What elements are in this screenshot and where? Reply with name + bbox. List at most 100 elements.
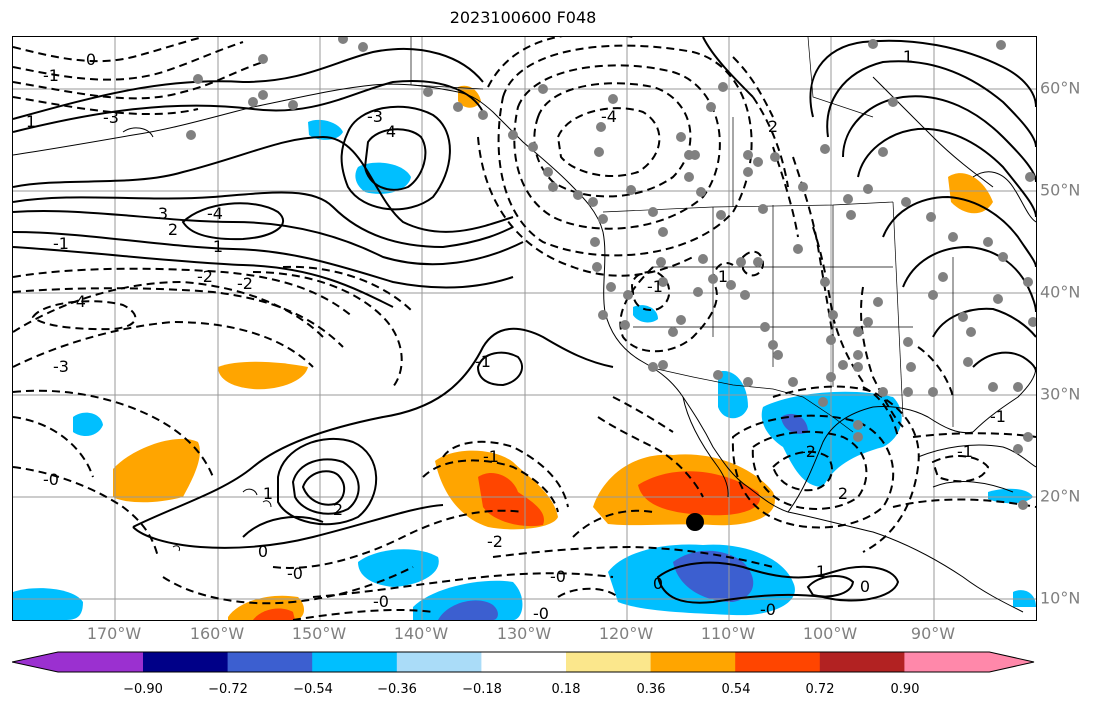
lon-tick-label: 130°W: [496, 624, 552, 643]
contour-label: -1: [990, 407, 1006, 426]
colorbar-tick-label: 0.72: [805, 682, 835, 697]
contour-label: -1: [43, 66, 59, 85]
lat-tick-label: 40°N: [1040, 282, 1081, 302]
colorbar-tick-label: −0.18: [462, 682, 502, 697]
contour-label: -4: [207, 204, 223, 223]
lon-tick-label: 170°W: [86, 624, 142, 643]
contour-label: 1: [263, 484, 273, 503]
contour-label: -1: [483, 447, 499, 466]
lat-tick-label: 60°N: [1040, 78, 1081, 98]
contour-labels: -1 0 1 -3 4 -3 -4 3 -4 2 1 -1 -2 -2 -4 -…: [26, 47, 1006, 620]
contour-label: 1: [903, 47, 913, 66]
contour-label: -1: [53, 234, 69, 253]
colorbar-tick-label: −0.90: [123, 682, 163, 697]
contour-label: -4: [70, 292, 86, 311]
contour-label: -0: [287, 564, 303, 583]
lon-tick-label: 90°W: [910, 624, 956, 643]
shade-negative-alaska1: [355, 162, 411, 194]
map-title: 2023100600 F048: [449, 8, 597, 27]
lat-tick-label: 20°N: [1040, 486, 1081, 506]
contour-label: -4: [601, 107, 617, 126]
shade-negative-120w: [633, 305, 658, 323]
contour-label: -2: [800, 442, 816, 461]
coastlines: [13, 76, 1036, 613]
contour-label: 0: [86, 50, 96, 69]
contour-label: 1: [26, 112, 36, 131]
colorbar-cell: [735, 652, 821, 672]
colorbar-cell: [227, 652, 313, 672]
contour-label: -1: [475, 352, 491, 371]
lon-tick-label: 160°W: [189, 624, 245, 643]
contour-label: 2: [768, 117, 778, 136]
colorbar-outline: [12, 651, 1035, 673]
lon-tick-label: 110°W: [700, 624, 756, 643]
shade-negative-145w-10n: [358, 549, 439, 587]
lat-tick-label: 50°N: [1040, 180, 1081, 200]
lon-tick-label: 100°W: [802, 624, 858, 643]
contour-label: -0: [43, 470, 59, 489]
shade-strong-negative-gulfmex: [781, 413, 808, 434]
lat-lon-grid: [13, 37, 1036, 620]
contour-label: -3: [103, 108, 119, 127]
colorbar-cell: [819, 652, 905, 672]
colorbar-cell: [143, 652, 229, 672]
shade-strong-negative-135w-10n: [438, 600, 498, 620]
positive-contours: [13, 37, 1036, 604]
shade-positive-168w: [113, 438, 200, 503]
map-canvas: -1 0 1 -3 4 -3 -4 3 -4 2 1 -1 -2 -2 -4 -…: [13, 37, 1036, 620]
shade-strong-positive-sw: [253, 608, 295, 620]
shade-negative-alaska2: [308, 119, 343, 140]
contour-label: -3: [367, 107, 383, 126]
map-panel: -1 0 1 -3 4 -3 -4 3 -4 2 1 -1 -2 -2 -4 -…: [12, 36, 1037, 621]
colorbar-extend-min: [12, 652, 143, 672]
colorbar-cell: [396, 652, 482, 672]
colorbar: [12, 651, 1035, 673]
colorbar-tick-label: 0.36: [636, 682, 666, 697]
contour-label: 0: [258, 542, 268, 561]
lat-tick-label: 30°N: [1040, 384, 1081, 404]
contour-label: -0: [373, 592, 389, 611]
colorbar-cell: [566, 652, 652, 672]
colorbar-tick-label: 0.18: [551, 682, 581, 697]
shade-negative-sw: [13, 588, 83, 620]
contour-label: -2: [197, 267, 213, 286]
contour-label: 2: [838, 484, 848, 503]
lon-tick-label: 140°W: [393, 624, 449, 643]
colorbar-tick-label: 0.90: [890, 682, 920, 697]
shade-negative-hawaii: [73, 412, 103, 437]
contour-label: 2: [168, 220, 178, 239]
political-borders: [410, 37, 954, 433]
contour-label: 0: [653, 574, 663, 593]
colorbar-cell: [650, 652, 736, 672]
colorbar-cell: [481, 652, 567, 672]
lon-tick-label: 150°W: [291, 624, 347, 643]
lat-tick-label: 10°N: [1040, 588, 1081, 608]
station-dots: [186, 37, 1036, 510]
storm-center-marker: [686, 513, 704, 531]
colorbar-tick-label: −0.36: [377, 682, 417, 697]
shade-negative-caribbean: [988, 488, 1033, 504]
shade-positive-155w: [218, 361, 308, 390]
contour-label: -2: [487, 532, 503, 551]
contour-label: -0: [550, 567, 566, 586]
contour-label: 1: [718, 267, 728, 286]
lon-tick-label: 120°W: [598, 624, 654, 643]
contour-label: -0: [760, 600, 776, 619]
contour-label: 3: [158, 204, 168, 223]
contour-label: -1: [957, 442, 973, 461]
shade-positive-ne: [948, 173, 993, 214]
colorbar-tick-label: −0.72: [208, 682, 248, 697]
shade-strong-positive-135w: [478, 472, 544, 527]
contour-label: -3: [53, 357, 69, 376]
contour-label: -2: [237, 274, 253, 293]
contour-label: 4: [386, 122, 396, 141]
colorbar-extend-max: [904, 652, 1034, 672]
contour-label: 1: [816, 562, 826, 581]
contour-label: 0: [860, 577, 870, 596]
colorbar-cell: [312, 652, 398, 672]
colorbar-tick-label: −0.54: [293, 682, 333, 697]
colorbar-tick-label: 0.54: [721, 682, 751, 697]
contour-label: -0: [533, 604, 549, 620]
contour-label: -1: [647, 277, 663, 296]
contour-label: 1: [213, 237, 223, 256]
